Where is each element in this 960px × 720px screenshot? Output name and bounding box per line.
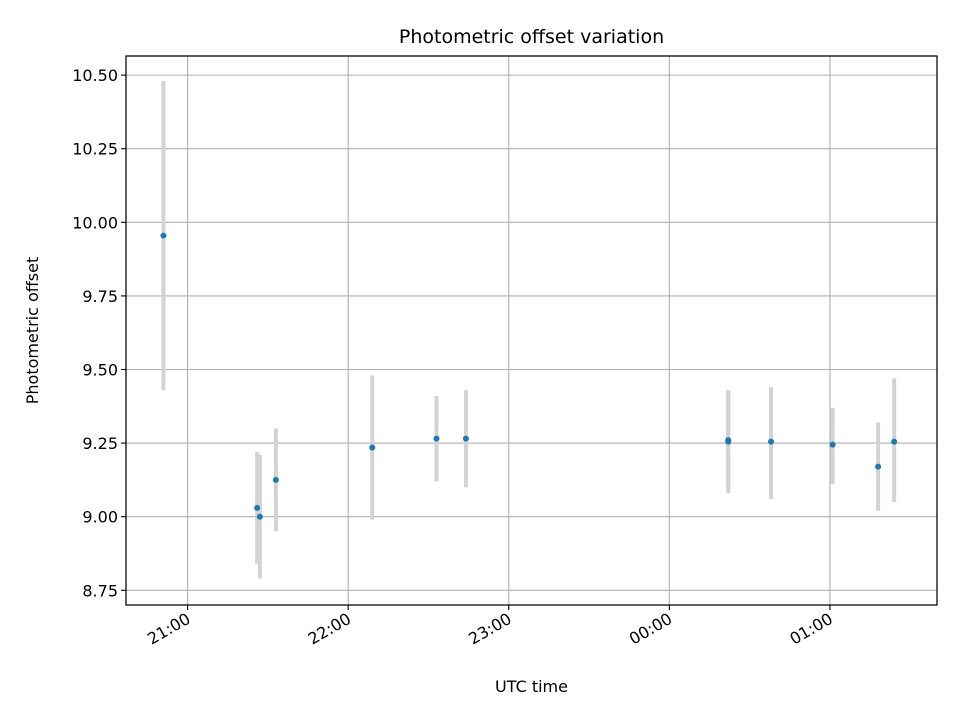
data-point (272, 476, 279, 483)
y-axis-title: Photometric offset (23, 257, 42, 405)
x-axis-title: UTC time (495, 677, 568, 696)
y-tick-label: 9.25 (82, 434, 118, 453)
data-point (725, 437, 732, 444)
y-tick-label: 9.00 (82, 508, 118, 527)
data-point (829, 441, 836, 448)
y-tick-label: 9.75 (82, 287, 118, 306)
data-point (875, 463, 882, 470)
data-point (462, 435, 469, 442)
data-point (256, 513, 263, 520)
y-tick-label: 10.00 (72, 213, 118, 232)
grid-layer (126, 56, 937, 605)
y-tick-label: 10.50 (72, 66, 118, 85)
y-tick-label: 10.25 (72, 140, 118, 159)
data-point (768, 438, 775, 445)
y-tick-label: 9.50 (82, 361, 118, 380)
chart-title: Photometric offset variation (399, 26, 664, 48)
data-point (254, 504, 261, 511)
y-tick-label: 8.75 (82, 581, 118, 600)
data-point (160, 232, 167, 239)
data-point (369, 444, 376, 451)
data-point (433, 435, 440, 442)
data-point (891, 438, 898, 445)
plot-frame (125, 55, 938, 606)
data-points (160, 232, 898, 520)
axis-ticks: 21:00 22:00 23:00 00:00 01:008.759.009.259.5… (72, 66, 836, 648)
